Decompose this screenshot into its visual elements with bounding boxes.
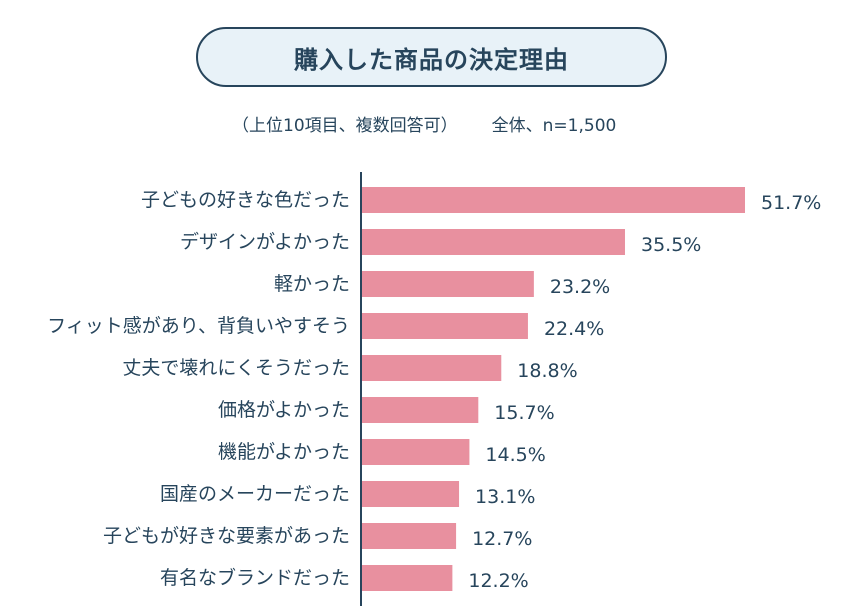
value-label: 13.1% (475, 486, 535, 508)
bar (362, 187, 745, 213)
chart-title-box: 購入した商品の決定理由 (196, 27, 667, 87)
value-label: 23.2% (550, 276, 610, 298)
value-label: 14.5% (485, 444, 545, 466)
bar (362, 313, 528, 339)
chart-subtitle: （上位10項目、複数回答可） 全体、n=1,500 (232, 111, 616, 136)
category-label: 価格がよかった (218, 399, 350, 421)
value-label: 12.7% (472, 528, 532, 550)
category-label: フィット感があり、背負いやすそう (47, 315, 350, 337)
category-label: デザインがよかった (180, 231, 350, 253)
bar (362, 355, 502, 381)
value-label: 12.2% (468, 570, 528, 592)
category-label: 機能がよかった (218, 441, 350, 463)
value-label: 18.8% (517, 360, 577, 382)
category-label: 有名なブランドだった (160, 566, 350, 589)
category-label: 国産のメーカーだった (160, 483, 350, 505)
value-label: 15.7% (494, 402, 554, 424)
bar (362, 565, 453, 591)
category-label: 子どもの好きな色だった (141, 189, 350, 211)
bar (362, 271, 534, 297)
value-label: 22.4% (544, 318, 604, 340)
category-label: 子どもが好きな要素があった (103, 525, 350, 547)
category-label: 丈夫で壊れにくそうだった (122, 357, 350, 379)
bar (362, 481, 460, 507)
bar (362, 523, 457, 549)
sample-text: 全体、n=1,500 (491, 116, 617, 136)
value-label: 35.5% (641, 234, 701, 256)
bar (362, 397, 479, 423)
bar (362, 229, 625, 255)
chart-title: 購入した商品の決定理由 (294, 45, 569, 74)
value-label: 51.7% (761, 192, 821, 214)
note-text: （上位10項目、複数回答可） (232, 116, 458, 136)
category-label: 軽かった (274, 273, 350, 295)
bar (362, 439, 470, 465)
